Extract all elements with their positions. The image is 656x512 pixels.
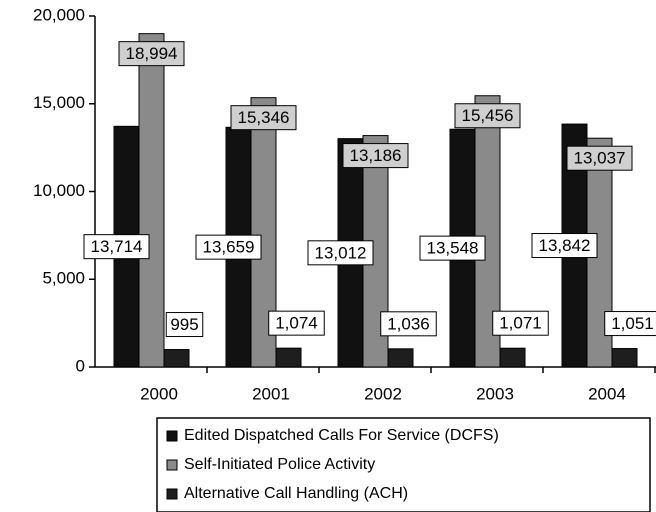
data-label: 1,074 [275,314,318,333]
data-label-box [604,311,656,337]
x-tick-label: 2000 [140,384,178,403]
bar [499,347,526,368]
bar [387,348,414,368]
data-label-box [342,143,409,169]
data-label-box [380,311,437,337]
x-tick-label: 2002 [364,384,402,403]
data-label-box [118,41,185,67]
legend-box [156,417,651,512]
data-label-box [531,233,598,259]
legend-swatch [166,430,178,442]
legend-swatch [166,459,178,471]
data-label: 1,071 [499,314,542,333]
legend-label: Self-Initiated Police Activity [184,456,375,473]
legend-label: Edited Dispatched Calls For Service (DCF… [184,427,499,444]
bar [138,33,165,368]
data-label-box [230,105,297,131]
x-tick-label: 2004 [588,384,626,403]
data-label: 13,012 [315,243,367,262]
data-label-box [419,235,486,261]
bar [163,349,190,368]
y-tick-label: 10,000 [33,181,85,200]
data-label: 13,186 [350,146,402,165]
data-label: 13,842 [539,236,591,255]
legend-label: Alternative Call Handling (ACH) [184,485,408,502]
data-label-box [566,145,633,171]
legend-swatch [166,488,178,500]
data-label-box [492,310,549,336]
data-label: 15,456 [462,106,514,125]
data-label-box [268,310,325,336]
y-tick-label: 20,000 [33,5,85,24]
bar [275,347,302,368]
x-tick-label: 2003 [476,384,514,403]
data-label: 1,036 [387,314,430,333]
data-label: 995 [170,315,198,334]
data-label-box [307,240,374,266]
data-label: 15,346 [238,108,290,127]
x-tick-label: 2001 [252,384,290,403]
data-label: 13,037 [574,149,626,168]
bar [611,348,638,368]
data-label-box [83,234,150,260]
data-label-box [195,234,262,260]
data-label-box [165,312,204,338]
y-tick-label: 0 [76,356,85,375]
data-label-box [454,103,521,129]
data-label: 13,659 [203,238,255,257]
data-label: 13,714 [91,237,143,256]
data-label: 18,994 [126,44,178,63]
y-tick-label: 15,000 [33,93,85,112]
data-label: 1,051 [611,314,654,333]
data-label: 13,548 [427,239,479,258]
y-tick-label: 5,000 [42,269,85,288]
